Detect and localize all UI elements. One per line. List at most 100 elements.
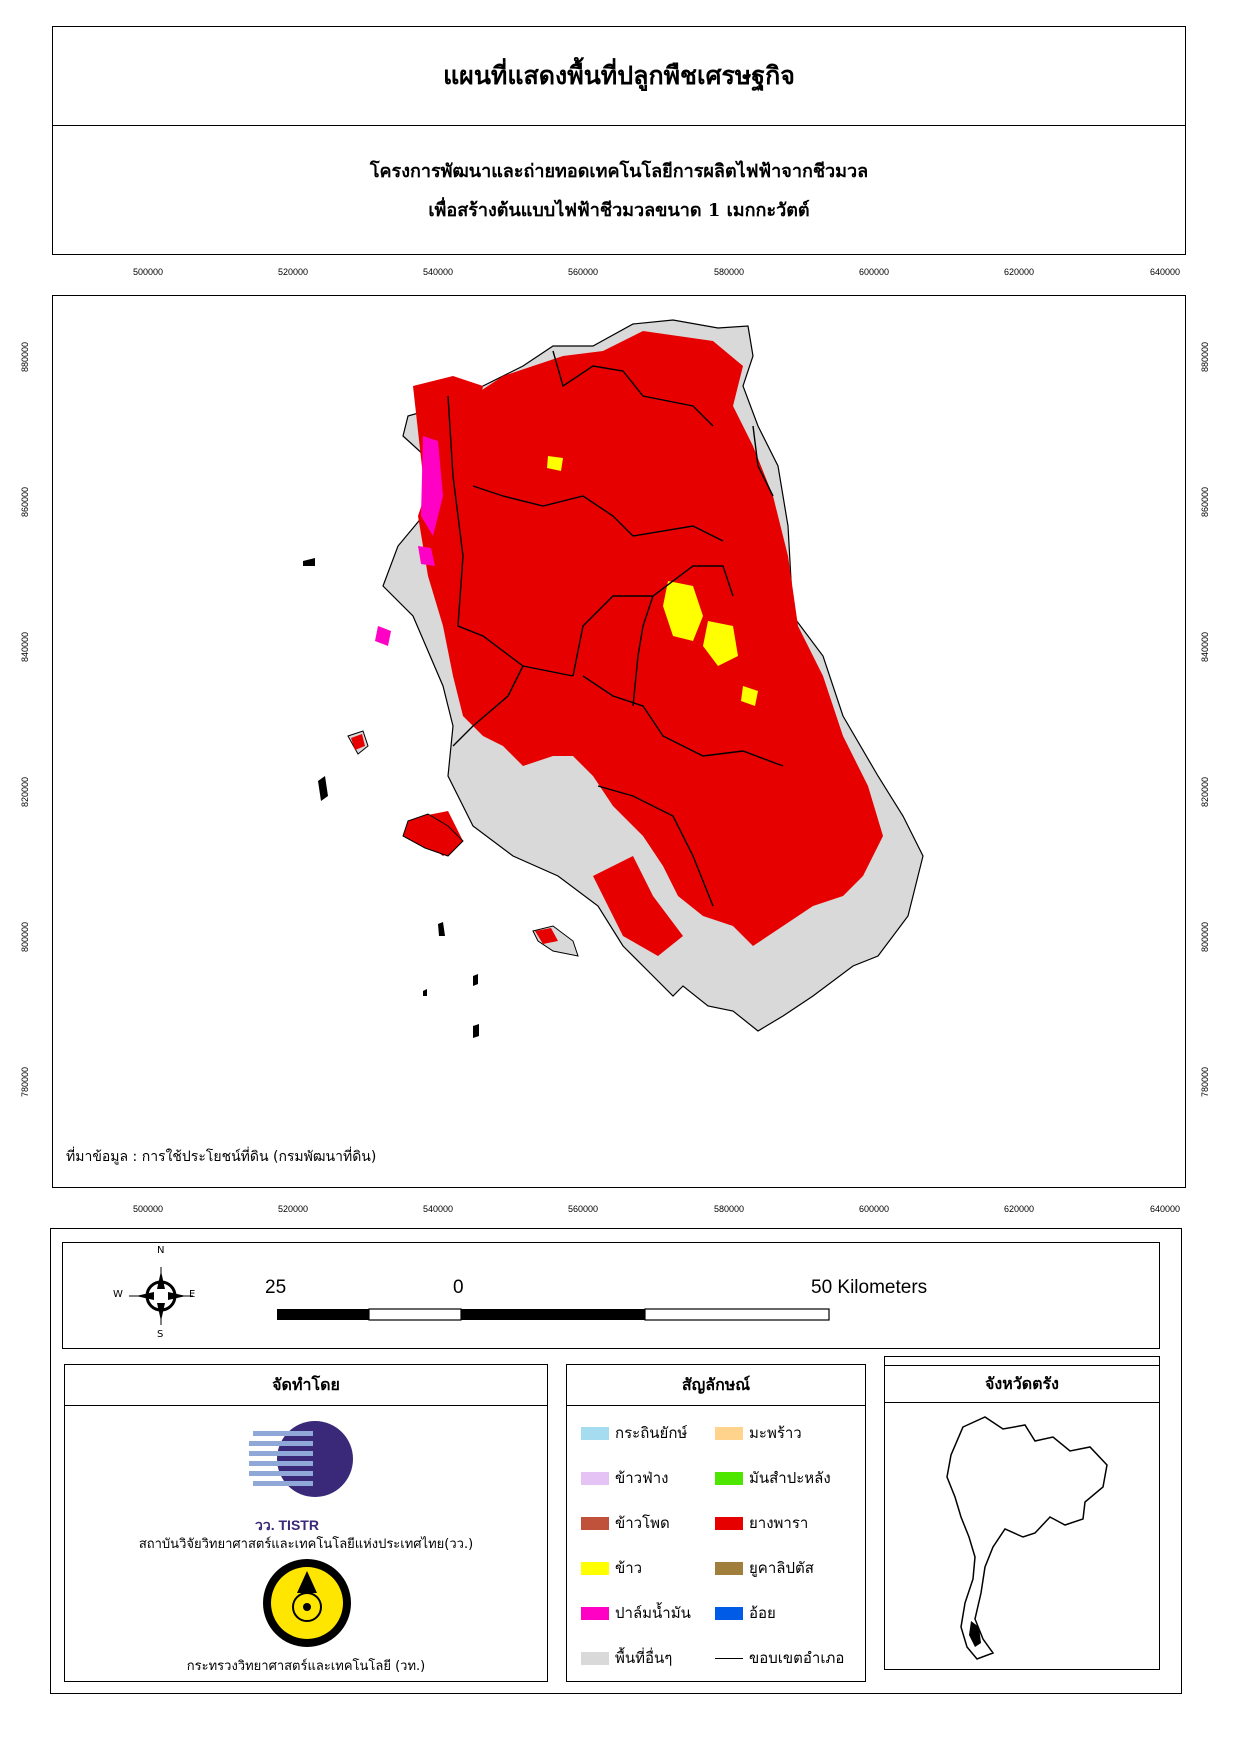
y-tick-right: 840000 (1200, 631, 1211, 663)
x-tick-top: 600000 (859, 267, 890, 277)
x-tick-top: 560000 (568, 267, 599, 277)
y-tick-left: 860000 (20, 486, 31, 518)
scale-left-label: 25 (265, 1277, 287, 1298)
rubber-area (593, 856, 683, 956)
rice-area (663, 581, 703, 641)
subtitle-box: โครงการพัฒนาและถ่ายทอดเทคโนโลยีการผลิตไฟ… (52, 125, 1186, 255)
island (318, 776, 328, 801)
scale-zero-label: 0 (453, 1277, 464, 1298)
compass-w: W (113, 1289, 123, 1300)
x-tick-top: 540000 (423, 267, 454, 277)
island (402, 813, 464, 857)
legend-item: พื้นที่อื่นๆ (581, 1646, 672, 1670)
legend-swatch (715, 1471, 743, 1485)
scale-compass-box: N S W E 25 0 50 Kilometers (62, 1242, 1160, 1349)
x-tick-bottom: 540000 (423, 1204, 454, 1214)
legend-item: กระถินยักษ์ (581, 1421, 687, 1445)
y-tick-right: 800000 (1200, 921, 1211, 953)
y-tick-right: 880000 (1200, 341, 1211, 373)
y-tick-left: 780000 (20, 1066, 31, 1098)
island (535, 928, 558, 944)
palm-area (375, 626, 391, 646)
legend-swatch (715, 1606, 743, 1620)
legend-swatch (715, 1561, 743, 1575)
x-tick-top: 500000 (133, 267, 164, 277)
subtitle-line-2: เพื่อสร้างต้นแบบไฟฟ้าชีวมวลขนาด 1 เมกกะว… (428, 200, 810, 221)
scale-bar (277, 1308, 830, 1321)
legend-item: ขอบเขตอำเภอ (715, 1646, 844, 1670)
x-tick-top: 580000 (714, 267, 745, 277)
legend-swatch (715, 1516, 743, 1530)
legend-item: ข้าวโพด (581, 1511, 670, 1535)
legend-label: กระถินยักษ์ (615, 1424, 688, 1442)
island (438, 922, 445, 936)
x-tick-top: 620000 (1004, 267, 1035, 277)
legend-label: อ้อย (749, 1604, 776, 1622)
inset-header: จังหวัดตรัง (885, 1365, 1159, 1403)
x-tick-top: 640000 (1150, 267, 1181, 277)
island (351, 734, 365, 750)
x-tick-bottom: 560000 (568, 1204, 599, 1214)
province-map (303, 319, 924, 1038)
island (303, 558, 315, 566)
y-tick-right: 820000 (1200, 776, 1211, 808)
legend-swatch (581, 1651, 609, 1665)
org-2-name: กระทรวงวิทยาศาสตร์และเทคโนโลยี (วท.) (186, 1659, 426, 1674)
legend-swatch (581, 1516, 609, 1530)
x-tick-bottom: 500000 (133, 1204, 164, 1214)
legend-label: มันสำปะหลัง (749, 1469, 831, 1487)
legend-item: ข้าว (581, 1556, 642, 1580)
thailand-inset-map (946, 1416, 1108, 1660)
legend-box: สัญลักษณ์ กระถินยักษ์ มะพร้าว ข้าวฟ่าง ม… (566, 1364, 866, 1682)
ministry-seal-icon (263, 1559, 351, 1647)
x-tick-bottom: 640000 (1150, 1204, 1181, 1214)
legend-swatch (581, 1606, 609, 1620)
legend-label: ข้าวโพด (615, 1514, 670, 1532)
legend-item: มันสำปะหลัง (715, 1466, 831, 1490)
legend-item: อ้อย (715, 1601, 776, 1625)
x-tick-bottom: 580000 (714, 1204, 745, 1214)
tistr-logo-text: วว. TISTR (255, 1517, 319, 1533)
compass-s: S (157, 1329, 164, 1340)
title-box: แผนที่แสดงพื้นที่ปลูกพืชเศรษฐกิจ (52, 26, 1186, 126)
legend-swatch (581, 1471, 609, 1485)
legend-label: ขอบเขตอำเภอ (749, 1649, 845, 1667)
legend-label: มะพร้าว (749, 1424, 802, 1442)
legend-item: มะพร้าว (715, 1421, 802, 1445)
island (423, 989, 427, 996)
rice-area (703, 621, 738, 666)
rice-area (741, 686, 758, 706)
legend-label: ปาล์มน้ำมัน (615, 1604, 691, 1622)
legend-label: ข้าวฟ่าง (615, 1469, 669, 1487)
legend-item: ข้าวฟ่าง (581, 1466, 668, 1490)
y-tick-left: 840000 (20, 631, 31, 663)
org-1-name: สถาบันวิจัยวิทยาศาสตร์และเทคโนโลยีแห่งปร… (138, 1537, 474, 1552)
legend-label: ข้าว (615, 1559, 643, 1577)
inset-map-box: จังหวัดตรัง (884, 1356, 1160, 1670)
legend-header: สัญลักษณ์ (567, 1365, 865, 1406)
legend-swatch (715, 1426, 743, 1440)
map-title: แผนที่แสดงพื้นที่ปลูกพืชเศรษฐกิจ (443, 61, 795, 90)
compass-e: E (189, 1289, 196, 1300)
legend-swatch (581, 1426, 609, 1440)
tistr-logo-icon (249, 1421, 353, 1497)
credits-header: จัดทำโดย (65, 1365, 547, 1406)
scale-right-label: 50 Kilometers (811, 1277, 928, 1298)
y-tick-left: 820000 (20, 776, 31, 808)
legend-swatch (581, 1561, 609, 1575)
compass-n: N (157, 1245, 165, 1256)
y-tick-left: 880000 (20, 341, 31, 373)
data-source-note: ที่มาข้อมูล : การใช้ประโยชน์ที่ดิน (กรมพ… (66, 1149, 377, 1165)
legend-label: ยางพารา (749, 1514, 809, 1532)
legend-item: ยางพารา (715, 1511, 808, 1535)
legend-item: ปาล์มน้ำมัน (581, 1601, 691, 1625)
island (473, 1024, 479, 1038)
y-tick-right: 780000 (1200, 1066, 1211, 1098)
y-tick-right: 860000 (1200, 486, 1211, 518)
x-tick-bottom: 600000 (859, 1204, 890, 1214)
y-tick-left: 800000 (20, 921, 31, 953)
palm-area (421, 436, 443, 536)
legend-label: พื้นที่อื่นๆ (615, 1649, 673, 1667)
legend-label: ยูคาลิปตัส (749, 1559, 814, 1577)
x-tick-bottom: 620000 (1004, 1204, 1035, 1214)
